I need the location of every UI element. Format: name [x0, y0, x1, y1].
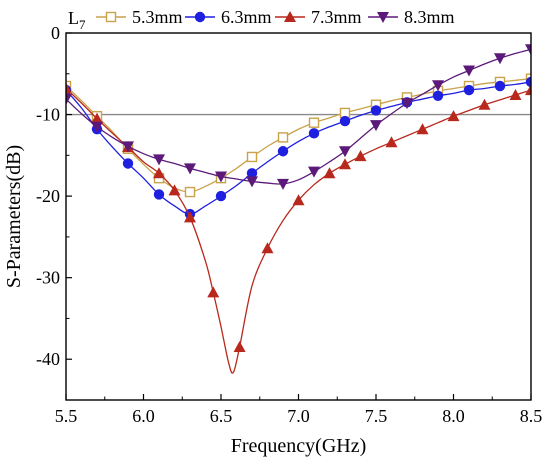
y-tick-label: -40 [36, 349, 60, 369]
data-point [370, 120, 382, 132]
data-point [153, 154, 165, 166]
data-point [246, 151, 258, 163]
data-point [184, 186, 196, 198]
data-point [207, 286, 220, 298]
x-tick-label: 8.0 [442, 406, 465, 426]
data-point [432, 90, 444, 101]
x-tick-label: 6.5 [210, 406, 233, 426]
legend: L7 5.3mm 6.3mm 7.3mm 8.3mm [68, 7, 455, 32]
data-point [246, 176, 258, 188]
x-tick-label: 5.5 [55, 406, 78, 426]
data-point [525, 76, 531, 88]
data-point [153, 167, 165, 179]
data-point [122, 141, 134, 153]
data-point [308, 166, 320, 178]
data-point [66, 94, 72, 106]
data-point [494, 53, 506, 65]
data-point [401, 98, 413, 110]
data-point [246, 168, 258, 179]
legend-label: 8.3mm [404, 7, 455, 27]
x-tick-label: 7.0 [287, 406, 310, 426]
data-point [432, 80, 444, 92]
series-5.3mm [66, 73, 531, 198]
data-point [277, 178, 289, 190]
series-8.3mm [66, 44, 531, 190]
legend-marker [284, 11, 296, 22]
data-point [215, 190, 227, 202]
legend-title: L7 [68, 8, 86, 32]
data-point [463, 65, 475, 77]
data-point [494, 80, 506, 92]
legend-marker [194, 11, 206, 23]
data-point [91, 112, 103, 124]
data-point [525, 84, 531, 96]
x-tick-label: 7.5 [365, 406, 388, 426]
data-point [66, 82, 72, 94]
y-tick-label: -30 [36, 268, 60, 288]
y-tick-label: 0 [51, 23, 60, 43]
data-point [463, 84, 475, 96]
series-line-7.3mm [66, 87, 531, 374]
data-point [215, 171, 227, 183]
data-point [153, 189, 165, 200]
data-point [370, 105, 382, 116]
legend-entry-8.3mm: 8.3mm [368, 7, 455, 27]
legend-entry-6.3mm: 6.3mm [185, 7, 272, 27]
data-point [416, 123, 429, 135]
y-tick-label: -20 [36, 186, 60, 206]
series-line-8.3mm [66, 48, 531, 185]
legend-label: 7.3mm [311, 7, 362, 27]
data-point [277, 146, 289, 157]
legend-marker [377, 12, 389, 23]
data-point [168, 184, 181, 196]
x-tick-label: 8.5 [520, 406, 543, 426]
data-point [91, 121, 103, 133]
data-point [184, 163, 196, 175]
data-point [308, 128, 320, 139]
data-point [308, 117, 320, 128]
data-point [525, 44, 531, 56]
y-axis-title: S-Parameters(dB) [3, 145, 25, 288]
legend-label: 5.3mm [132, 7, 183, 27]
data-point [261, 242, 274, 254]
legend-marker [105, 11, 117, 23]
legend-entry-5.3mm: 5.3mm [96, 7, 183, 27]
x-axis-title: Frequency(GHz) [231, 435, 367, 457]
data-point [339, 146, 351, 158]
series-line-6.3mm [66, 81, 531, 215]
data-point [509, 88, 522, 100]
data-point [478, 98, 491, 110]
legend-label: 6.3mm [221, 7, 272, 27]
data-point [184, 211, 196, 223]
data-point [292, 194, 305, 206]
data-point [277, 132, 289, 143]
data-point [339, 158, 351, 170]
data-point [354, 150, 367, 162]
axes: 5.5 6.0 6.5 7.0 7.5 8.0 8.5 0 -10 -20 -30 -40 [36, 23, 542, 426]
legend-entry-7.3mm: 7.3mm [275, 7, 362, 27]
x-tick-label: 6.0 [132, 406, 155, 426]
series-line-5.3mm [66, 78, 531, 193]
y-tick-label: -10 [36, 105, 60, 125]
series-7.3mm [66, 82, 531, 374]
legend-title-subscript: 7 [79, 17, 86, 32]
data-point [447, 110, 460, 122]
data-point [339, 115, 351, 127]
data-point [323, 167, 336, 179]
plot-frame [65, 32, 532, 401]
plot-area [66, 44, 531, 374]
data-point [122, 158, 134, 169]
data-point [233, 340, 246, 352]
data-point [385, 136, 398, 148]
